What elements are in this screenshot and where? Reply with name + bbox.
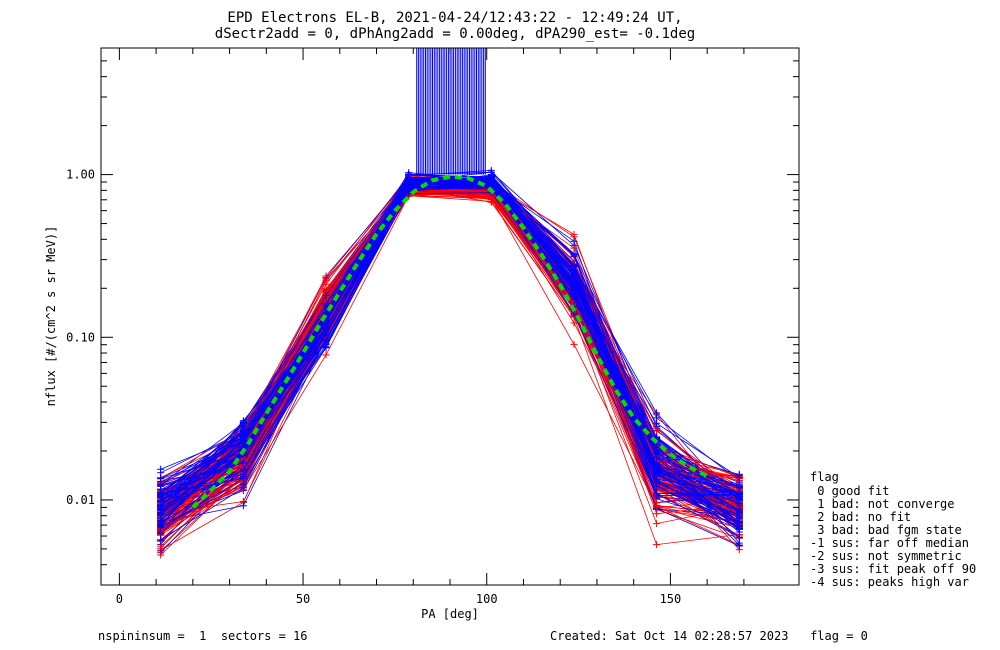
footer-right: Created: Sat Oct 14 02:28:57 2023 flag =… [550, 629, 868, 643]
legend-item: -1 sus: far off median [810, 536, 969, 550]
data-point-marker [239, 417, 247, 425]
legend-item: -3 sus: fit peak off 90 [810, 562, 976, 576]
x-tick-label: 0 [116, 592, 123, 606]
series-line [160, 186, 740, 511]
data-point-marker [570, 292, 578, 300]
ticks-layer: 0 50 100 150 0.01 0.10 1.00 [66, 48, 799, 606]
data-point-marker [322, 324, 330, 332]
data-point-marker [157, 530, 165, 538]
data-point-marker [735, 506, 743, 514]
data-point-marker [653, 541, 661, 549]
data-point-marker [653, 510, 661, 518]
legend-item: 2 bad: no fit [810, 510, 911, 524]
data-point-marker [653, 499, 661, 506]
data-point-marker [735, 480, 743, 488]
fit-curve [191, 174, 709, 509]
data-point-marker [735, 474, 743, 481]
footer-left: nspininsum = 1 sectors = 16 [98, 629, 308, 643]
data-point-marker [653, 492, 661, 499]
series-line [160, 181, 740, 523]
x-axis-label: PA [deg] [421, 607, 479, 621]
legend-header: flag [810, 470, 839, 484]
data-point-marker [239, 435, 247, 443]
legend-item: 3 bad: bad fgm state [810, 523, 962, 537]
data-point-marker [157, 465, 165, 473]
legend-item: -4 sus: peaks high var [810, 575, 969, 589]
data-point-marker [653, 520, 661, 528]
data-point-marker [157, 475, 165, 483]
data-point-marker [157, 493, 165, 500]
data-point-marker [653, 467, 661, 475]
series-line [160, 186, 740, 538]
data-point-marker [653, 427, 661, 435]
y-tick-label: 0.10 [66, 330, 95, 344]
series-line [160, 195, 740, 525]
data-layer [157, 48, 743, 559]
data-point-marker [570, 250, 578, 258]
data-point-marker [322, 292, 330, 299]
data-point-marker [239, 459, 247, 467]
data-point-marker [735, 534, 743, 542]
data-point-marker [239, 502, 247, 510]
data-point-marker [157, 542, 165, 550]
data-point-marker [487, 180, 495, 188]
data-point-marker [653, 482, 661, 490]
chart-title-line1: EPD Electrons EL-B, 2021-04-24/12:43:22 … [227, 10, 682, 26]
data-point-marker [322, 351, 330, 359]
legend-item: -2 sus: not symmetric [810, 549, 962, 563]
data-point-marker [570, 262, 578, 270]
y-tick-label: 1.00 [66, 168, 95, 182]
data-point-marker [322, 300, 330, 308]
x-tick-label: 50 [296, 592, 310, 606]
data-point-marker [735, 494, 743, 502]
data-point-marker [157, 481, 165, 489]
series-line [160, 195, 740, 546]
data-point-marker [570, 340, 578, 348]
legend: flag 0 good fit 1 bad: not converge 2 ba… [810, 470, 976, 589]
data-point-marker [653, 409, 661, 417]
data-point-marker [653, 461, 661, 469]
y-axis-label: nflux [#/(cm^2 s sr MeV)] [44, 226, 58, 407]
data-point-marker [570, 280, 578, 288]
x-tick-label: 150 [660, 592, 682, 606]
data-point-marker [570, 271, 578, 279]
data-point-marker [570, 310, 578, 318]
data-point-marker [157, 509, 165, 517]
data-point-marker [570, 237, 578, 245]
chart-title-line2: dSectr2add = 0, dPhAng2add = 0.00deg, dP… [215, 26, 695, 42]
y-tick-label: 0.01 [66, 493, 95, 507]
series-group [157, 48, 743, 559]
data-point-marker [239, 427, 247, 435]
data-point-marker [322, 275, 330, 283]
series-line [160, 194, 740, 551]
legend-item: 1 bad: not converge [810, 497, 955, 511]
series-line [160, 183, 740, 499]
data-point-marker [239, 480, 247, 488]
x-tick-label: 100 [476, 592, 498, 606]
data-point-marker [157, 551, 165, 559]
data-point-marker [405, 185, 413, 193]
legend-item: 0 good fit [810, 484, 889, 498]
data-point-marker [322, 340, 330, 348]
data-point-marker [487, 195, 495, 203]
data-point-marker [157, 536, 165, 544]
data-point-marker [157, 524, 165, 532]
data-point-marker [239, 474, 247, 482]
data-point-marker [570, 230, 578, 238]
data-point-marker [653, 419, 661, 427]
data-point-marker [239, 465, 247, 473]
data-point-marker [735, 518, 743, 526]
data-point-marker [653, 450, 661, 458]
